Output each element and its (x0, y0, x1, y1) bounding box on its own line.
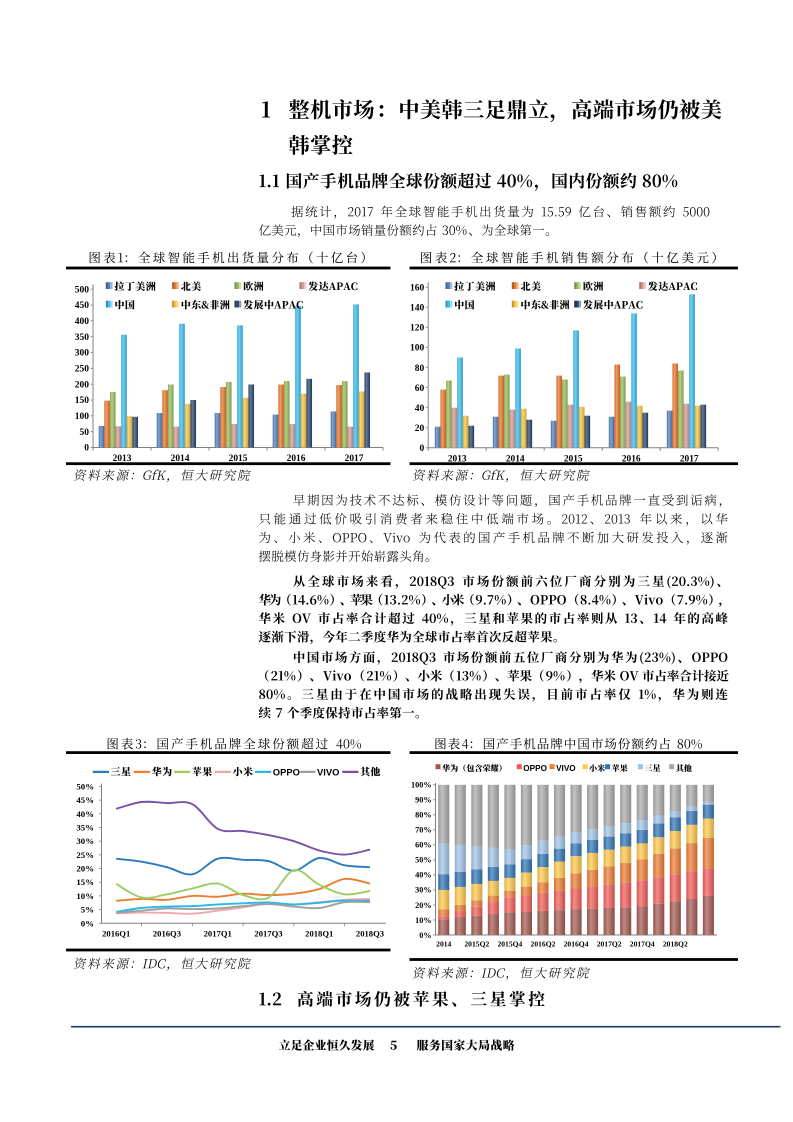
svg-text:40%: 40% (415, 871, 431, 880)
svg-text:40: 40 (415, 404, 425, 414)
svg-text:OPPO: OPPO (523, 764, 547, 773)
svg-text:60%: 60% (415, 841, 431, 850)
svg-text:500: 500 (75, 285, 90, 295)
svg-text:100%: 100% (411, 781, 431, 790)
svg-text:250: 250 (75, 365, 90, 375)
svg-text:2014: 2014 (171, 454, 190, 464)
svg-text:60: 60 (415, 384, 425, 394)
svg-text:50: 50 (80, 428, 90, 438)
svg-text:2015Q4: 2015Q4 (497, 940, 522, 949)
svg-text:150: 150 (75, 396, 90, 406)
svg-text:140: 140 (410, 304, 425, 314)
svg-text:2016Q3: 2016Q3 (153, 928, 181, 938)
svg-text:0%: 0% (81, 918, 94, 928)
svg-text:2017Q2: 2017Q2 (597, 940, 622, 949)
svg-text:2016: 2016 (287, 454, 306, 464)
svg-text:2017Q1: 2017Q1 (204, 928, 232, 938)
svg-text:2013: 2013 (448, 454, 467, 464)
svg-text:2016: 2016 (622, 454, 641, 464)
svg-text:VIVO: VIVO (317, 766, 339, 777)
svg-text:2017Q3: 2017Q3 (254, 928, 282, 938)
svg-text:2014: 2014 (506, 454, 525, 464)
svg-text:2016Q1: 2016Q1 (102, 928, 130, 938)
svg-text:20%: 20% (76, 864, 94, 874)
svg-text:0: 0 (84, 444, 89, 454)
svg-text:35%: 35% (76, 822, 94, 832)
svg-text:120: 120 (410, 324, 425, 334)
svg-text:2018Q2: 2018Q2 (663, 940, 688, 949)
svg-text:2017: 2017 (680, 454, 699, 464)
svg-text:5%: 5% (81, 905, 94, 915)
svg-text:0: 0 (419, 444, 424, 454)
svg-text:2015: 2015 (229, 454, 248, 464)
svg-text:2018Q3: 2018Q3 (356, 928, 384, 938)
svg-text:20%: 20% (415, 901, 431, 910)
svg-text:40%: 40% (76, 809, 94, 819)
svg-text:200: 200 (75, 380, 90, 390)
svg-text:2017: 2017 (345, 454, 364, 464)
svg-text:2016Q2: 2016Q2 (531, 940, 556, 949)
svg-text:50%: 50% (76, 781, 94, 791)
svg-text:100: 100 (75, 412, 90, 422)
svg-text:100: 100 (410, 344, 425, 354)
svg-text:2016Q4: 2016Q4 (564, 940, 589, 949)
svg-text:2013: 2013 (113, 454, 132, 464)
svg-text:OPPO: OPPO (273, 766, 300, 777)
svg-text:90%: 90% (415, 796, 431, 805)
svg-text:50%: 50% (415, 856, 431, 865)
svg-text:45%: 45% (76, 795, 94, 805)
svg-text:VIVO: VIVO (556, 764, 576, 773)
svg-text:10%: 10% (76, 891, 94, 901)
svg-text:2017Q4: 2017Q4 (630, 940, 655, 949)
svg-text:25%: 25% (76, 850, 94, 860)
svg-text:160: 160 (410, 284, 425, 294)
svg-text:70%: 70% (415, 826, 431, 835)
svg-text:80: 80 (415, 364, 425, 374)
svg-text:2015: 2015 (564, 454, 583, 464)
svg-text:10%: 10% (415, 916, 431, 925)
svg-text:15%: 15% (76, 877, 94, 887)
svg-text:30%: 30% (415, 886, 431, 895)
svg-text:2015Q2: 2015Q2 (464, 940, 489, 949)
svg-text:80%: 80% (415, 811, 431, 820)
svg-text:300: 300 (75, 349, 90, 359)
svg-text:0%: 0% (419, 931, 431, 940)
svg-text:20: 20 (415, 424, 425, 434)
svg-text:2014: 2014 (436, 940, 451, 949)
svg-text:30%: 30% (76, 836, 94, 846)
svg-text:450: 450 (75, 301, 90, 311)
svg-text:350: 350 (75, 333, 90, 343)
svg-text:2018Q1: 2018Q1 (305, 928, 333, 938)
svg-text:400: 400 (75, 317, 90, 327)
